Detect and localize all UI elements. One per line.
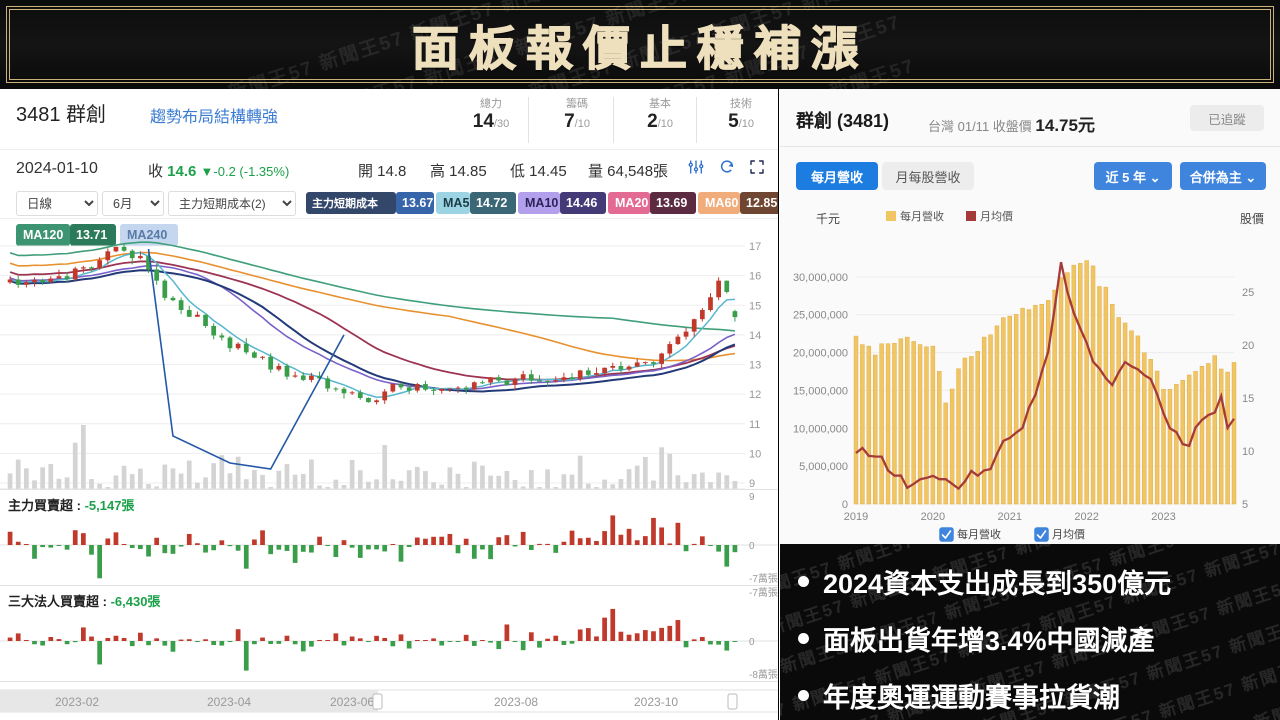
svg-text:2022: 2022 xyxy=(1074,511,1098,523)
svg-text:月均價: 月均價 xyxy=(980,209,1013,223)
svg-text:10: 10 xyxy=(749,448,761,460)
svg-text:股價: 股價 xyxy=(1240,212,1264,226)
svg-text:千元: 千元 xyxy=(816,212,840,226)
svg-text:2021: 2021 xyxy=(998,511,1022,523)
svg-text:-7萬張: -7萬張 xyxy=(749,586,778,599)
svg-text:20,000,000: 20,000,000 xyxy=(793,348,848,360)
svg-text:月均價: 月均價 xyxy=(1052,527,1085,541)
svg-text:0: 0 xyxy=(749,637,755,648)
svg-text:2023-10: 2023-10 xyxy=(634,695,678,709)
svg-text:0: 0 xyxy=(749,541,755,552)
svg-text:每月營收: 每月營收 xyxy=(957,527,1001,541)
svg-text:9: 9 xyxy=(749,492,755,503)
svg-text:16: 16 xyxy=(749,271,761,283)
svg-text:5,000,000: 5,000,000 xyxy=(799,461,848,473)
svg-text:17: 17 xyxy=(749,241,761,253)
svg-text:2023-04: 2023-04 xyxy=(207,695,251,709)
svg-text:12: 12 xyxy=(749,389,761,401)
svg-text:20: 20 xyxy=(1242,340,1254,352)
svg-text:15: 15 xyxy=(1242,393,1254,405)
svg-text:每月營收: 每月營收 xyxy=(900,209,944,223)
svg-text:2023-08: 2023-08 xyxy=(494,695,538,709)
svg-text:10,000,000: 10,000,000 xyxy=(793,423,848,435)
svg-text:14: 14 xyxy=(749,330,761,342)
svg-text:13: 13 xyxy=(749,360,761,372)
svg-text:2023-06: 2023-06 xyxy=(330,695,374,709)
svg-text:30,000,000: 30,000,000 xyxy=(793,272,848,284)
svg-text:-7萬張: -7萬張 xyxy=(749,572,778,585)
svg-text:2023: 2023 xyxy=(1151,511,1175,523)
svg-text:5: 5 xyxy=(1242,499,1248,511)
svg-text:-8萬張: -8萬張 xyxy=(749,668,778,681)
svg-text:2019: 2019 xyxy=(844,511,868,523)
svg-text:15,000,000: 15,000,000 xyxy=(793,385,848,397)
svg-text:11: 11 xyxy=(749,419,760,431)
svg-text:25,000,000: 25,000,000 xyxy=(793,310,848,322)
svg-text:2023-02: 2023-02 xyxy=(55,695,99,709)
svg-text:25: 25 xyxy=(1242,287,1254,299)
svg-text:0: 0 xyxy=(842,499,848,511)
svg-text:15: 15 xyxy=(749,300,761,312)
svg-text:2020: 2020 xyxy=(921,511,945,523)
svg-text:10: 10 xyxy=(1242,446,1254,458)
